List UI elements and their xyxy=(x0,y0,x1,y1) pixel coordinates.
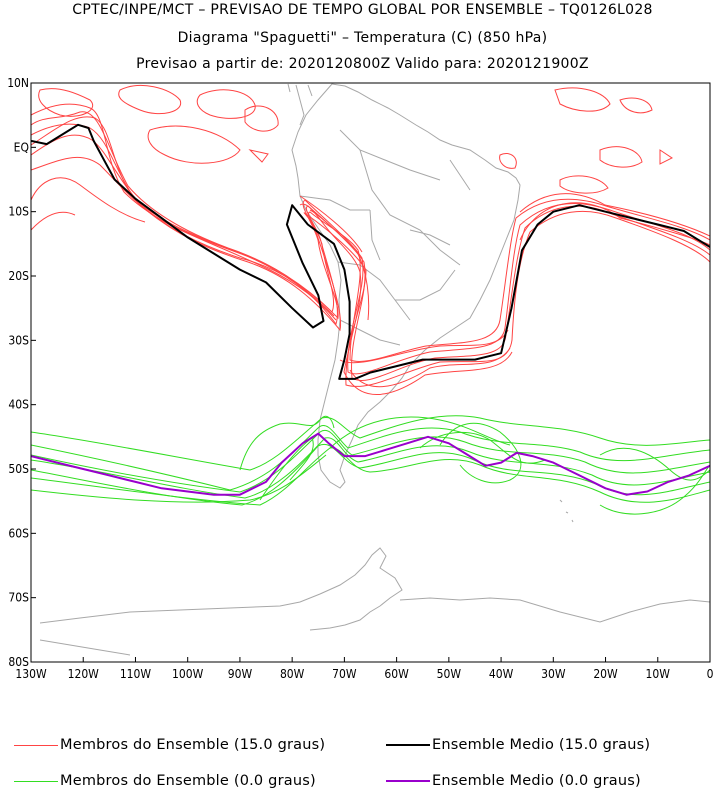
antarctica-coast xyxy=(39,547,710,656)
legend-swatch-members-15 xyxy=(14,744,58,746)
x-tick-label: 0 xyxy=(707,667,714,681)
member-0-contour xyxy=(31,437,710,499)
y-tick-label: 30S xyxy=(8,333,29,347)
x-tick-label: 50W xyxy=(437,667,462,681)
y-tick-label: 20S xyxy=(8,269,29,283)
title-line-1: CPTEC/INPE/MCT – PREVISAO DE TEMPO GLOBA… xyxy=(72,2,653,18)
legend-swatch-mean-0 xyxy=(386,780,430,782)
x-tick-label: 70W xyxy=(332,667,357,681)
x-tick-label: 90W xyxy=(228,667,253,681)
y-tick-label: 50S xyxy=(8,462,29,476)
member-0-contour xyxy=(31,429,710,493)
ensemble-mean-0 xyxy=(31,432,710,496)
central-america-coast xyxy=(287,83,313,126)
y-tick-label: 70S xyxy=(8,591,29,605)
plot-frame xyxy=(30,82,711,663)
y-tick-label: 40S xyxy=(8,398,29,412)
member-0-contour xyxy=(31,415,710,471)
coastline-basemap xyxy=(39,83,710,656)
legend-item-mean-15: Ensemble Medio (15.0 graus) xyxy=(386,736,650,754)
legend-item-members-15: Membros do Ensemble (15.0 graus) xyxy=(14,736,325,754)
x-axis: 130W 120W 110W 100W 90W 80W 70W 60W 50W 40W 30W 20W… xyxy=(15,657,714,681)
x-tick-label: 10W xyxy=(646,667,671,681)
member-15-contour xyxy=(31,111,710,362)
member-15-contour xyxy=(31,103,509,364)
x-tick-label: 100W xyxy=(172,667,204,681)
x-tick-label: 120W xyxy=(68,667,100,681)
title-line-2: Diagrama "Spaguetti" – Temperatura (C) (… xyxy=(177,30,548,46)
x-tick-label: 30W xyxy=(541,667,566,681)
member-15-contour xyxy=(299,203,513,395)
member-0-contour xyxy=(31,425,710,491)
legend-label: Ensemble Medio (15.0 graus) xyxy=(432,737,651,753)
legend-label: Ensemble Medio (0.0 graus) xyxy=(432,773,641,789)
country-borders xyxy=(299,129,471,346)
legend-label: Membros do Ensemble (15.0 graus) xyxy=(60,737,326,753)
legend-swatch-mean-15 xyxy=(386,744,430,746)
y-tick-label: 80S xyxy=(8,655,29,669)
legend-item-members-0: Membros do Ensemble (0.0 graus) xyxy=(14,772,316,790)
member-0-contour xyxy=(439,422,710,515)
x-tick-label: 110W xyxy=(120,667,152,681)
member-15-contour xyxy=(31,116,710,381)
legend-swatch-members-0 xyxy=(14,780,58,782)
title-line-3: Previsao a partir de: 2020120800Z Valido… xyxy=(136,56,589,72)
ensemble-members-0 xyxy=(31,415,710,515)
legend-label: Membros do Ensemble (0.0 graus) xyxy=(60,773,316,789)
x-tick-label: 20W xyxy=(593,667,618,681)
ensemble-mean-15 xyxy=(31,123,710,380)
x-tick-label: 80W xyxy=(280,667,305,681)
x-tick-label: 130W xyxy=(15,667,47,681)
x-tick-label: 60W xyxy=(384,667,409,681)
y-axis: 10N EQ 10S 20S 30S 40S 50S 60S 70S 80S xyxy=(7,76,36,669)
ensemble-means xyxy=(31,123,710,496)
y-tick-label: 10S xyxy=(8,205,29,219)
member-0-contour xyxy=(31,447,710,506)
member-15-contour xyxy=(31,123,710,375)
south-america-coast xyxy=(291,83,521,489)
legend-item-mean-0: Ensemble Medio (0.0 graus) xyxy=(386,772,641,790)
member-15-contour xyxy=(309,193,710,321)
member-15-blobs xyxy=(38,84,673,194)
member-15-contour xyxy=(31,177,146,231)
ensemble-members-15 xyxy=(31,84,710,395)
member-15-contour xyxy=(31,134,710,387)
y-tick-label: EQ xyxy=(14,140,29,154)
y-tick-label: 10N xyxy=(7,76,29,90)
south-sandwich-dots xyxy=(559,499,574,523)
x-tick-label: 40W xyxy=(489,667,514,681)
member-0-contour xyxy=(31,454,327,503)
member-0-contour xyxy=(239,415,511,471)
y-tick-label: 60S xyxy=(8,526,29,540)
